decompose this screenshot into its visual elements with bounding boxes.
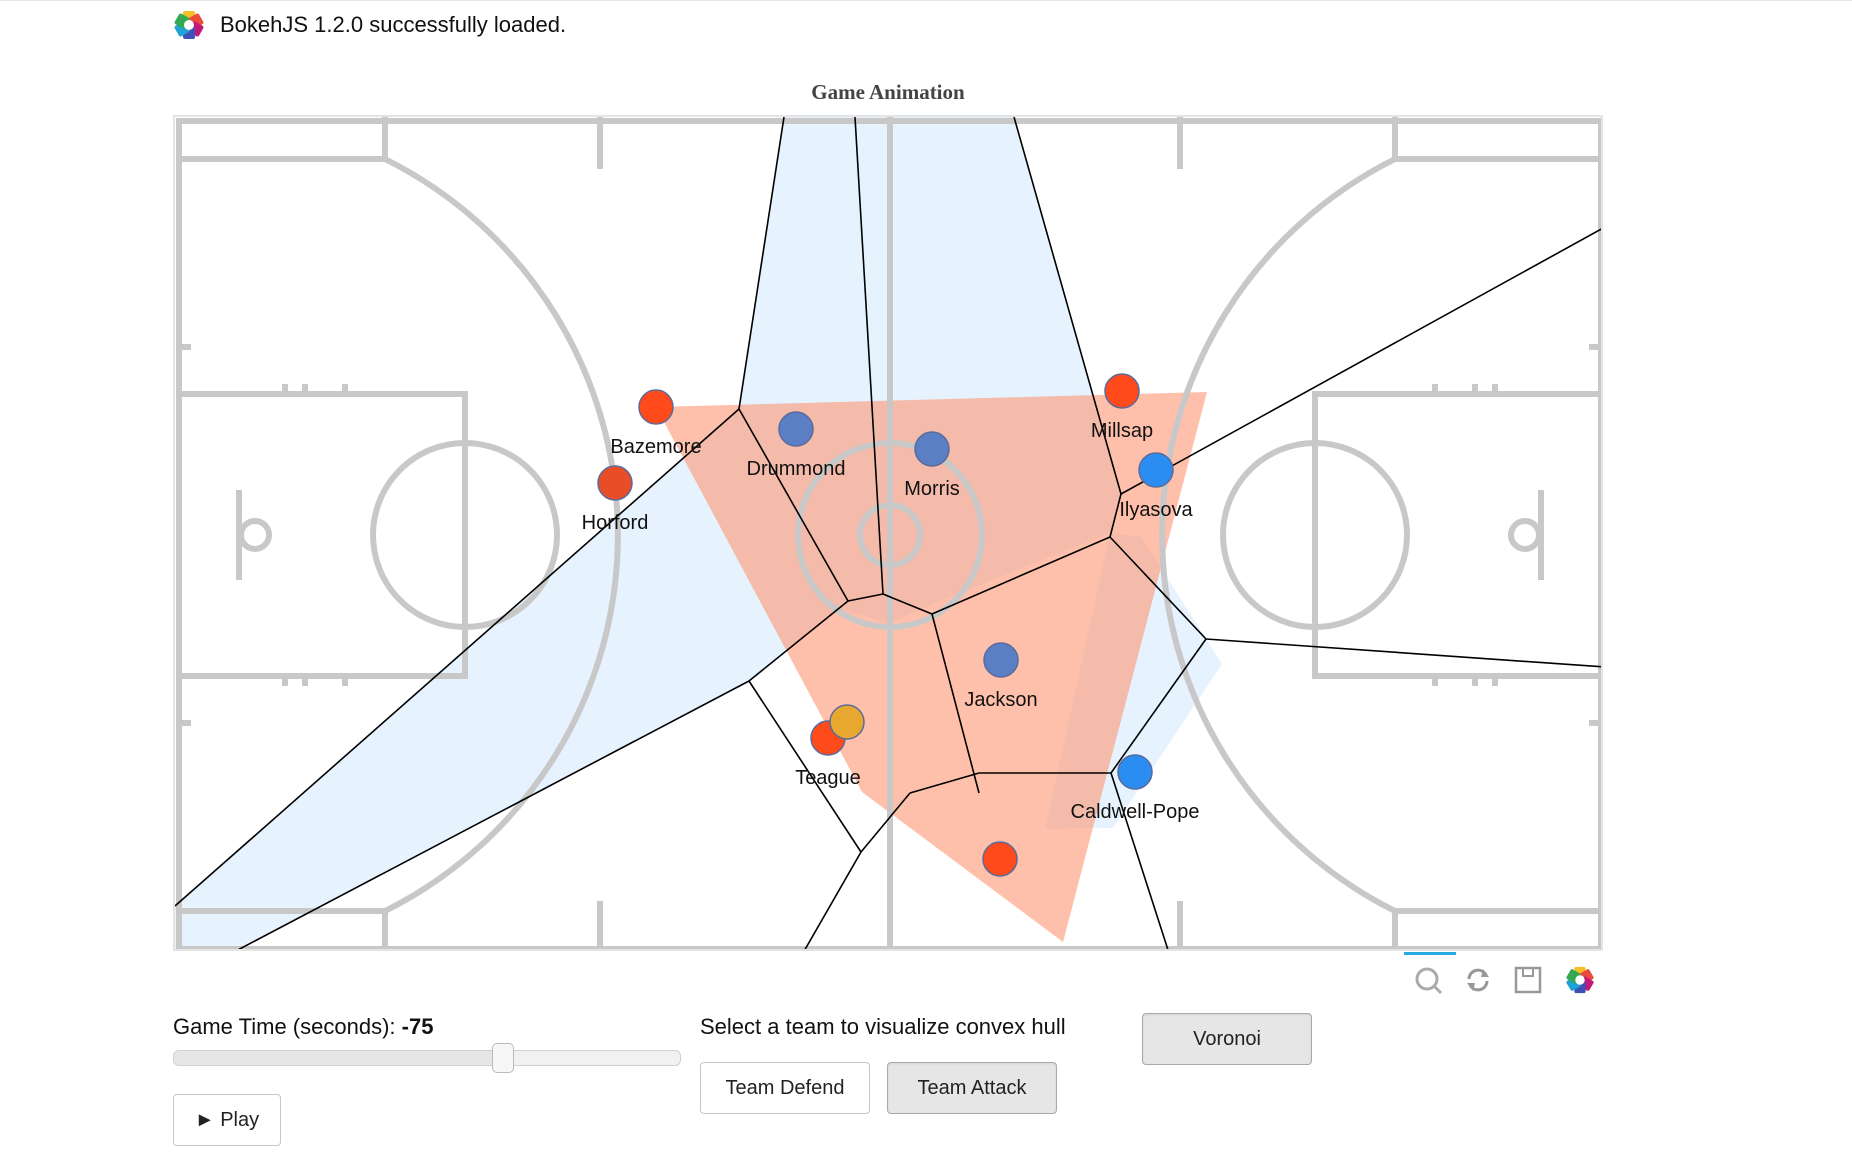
player-jackson: Jackson [964, 642, 1038, 711]
player-millsap: Millsap [1091, 373, 1153, 442]
slider-label-text: Game Time (seconds): [173, 1014, 402, 1039]
play-button[interactable]: ► Play [173, 1094, 281, 1146]
bokeh-loaded-notice: BokehJS 1.2.0 successfully loaded. [172, 8, 566, 42]
player-label: Morris [904, 478, 960, 500]
player-drummond: Drummond [747, 411, 846, 480]
active-tool-indicator [1404, 952, 1456, 955]
player-marker [1138, 452, 1174, 488]
court-canvas: Bazemore Horford Millsap Teague Drummond Morr… [175, 117, 1601, 949]
player-marker [914, 431, 950, 467]
team-defend-button[interactable]: Team Defend [700, 1062, 870, 1114]
game-time-label: Game Time (seconds): -75 [173, 1014, 433, 1040]
bokeh-logo-icon [174, 11, 204, 39]
reset-zoom-icon[interactable] [1410, 962, 1446, 998]
player-label: Millsap [1091, 420, 1153, 442]
player-marker [983, 642, 1019, 678]
plot-title: Game Animation [811, 80, 965, 104]
convex-hull [656, 392, 1207, 942]
player-markers: Bazemore Horford Millsap Teague Drummond Morr… [582, 373, 1200, 877]
player-label: Teague [795, 767, 861, 789]
player-marker [638, 389, 674, 425]
team-attack-button[interactable]: Team Attack [887, 1062, 1057, 1114]
player-marker [982, 841, 1018, 877]
player-caldwell-pope: Caldwell-Pope [1071, 754, 1200, 823]
player-label: Caldwell-Pope [1071, 801, 1200, 823]
loaded-text: BokehJS 1.2.0 successfully loaded. [220, 12, 567, 37]
player-label: Bazemore [610, 436, 701, 458]
voronoi-button[interactable]: Voronoi [1142, 1013, 1312, 1065]
slider-value: -75 [401, 1014, 434, 1039]
player-morris: Morris [904, 431, 960, 500]
player-label: Drummond [747, 458, 846, 480]
slider-handle[interactable] [492, 1043, 515, 1073]
player-marker [597, 465, 633, 501]
game-time-slider[interactable] [173, 1050, 681, 1066]
player-horford: Horford [582, 465, 649, 534]
player-marker [829, 704, 865, 740]
player-marker [1117, 754, 1153, 790]
player-attack-unlabeled [982, 841, 1018, 877]
court-lines [176, 117, 1601, 949]
voronoi-edges [175, 117, 1601, 949]
plot-toolbar [1404, 948, 1604, 998]
slider-fill [174, 1051, 503, 1065]
reset-icon[interactable] [1460, 962, 1496, 998]
player-label: Horford [582, 512, 649, 534]
bokeh-logo-icon[interactable] [1562, 962, 1598, 998]
top-border [0, 0, 1852, 1]
player-ball-unlabeled [829, 704, 865, 740]
player-marker [778, 411, 814, 447]
player-marker [1104, 373, 1140, 409]
player-bazemore: Bazemore [610, 389, 702, 458]
court-plot[interactable]: Bazemore Horford Millsap Teague Drummond Morr… [173, 115, 1603, 951]
player-label: Jackson [964, 689, 1037, 711]
save-icon[interactable] [1510, 962, 1546, 998]
player-label: Ilyasova [1119, 499, 1193, 521]
convex-hull-label: Select a team to visualize convex hull [700, 1014, 1066, 1039]
player-ilyasova: Ilyasova [1119, 452, 1194, 521]
